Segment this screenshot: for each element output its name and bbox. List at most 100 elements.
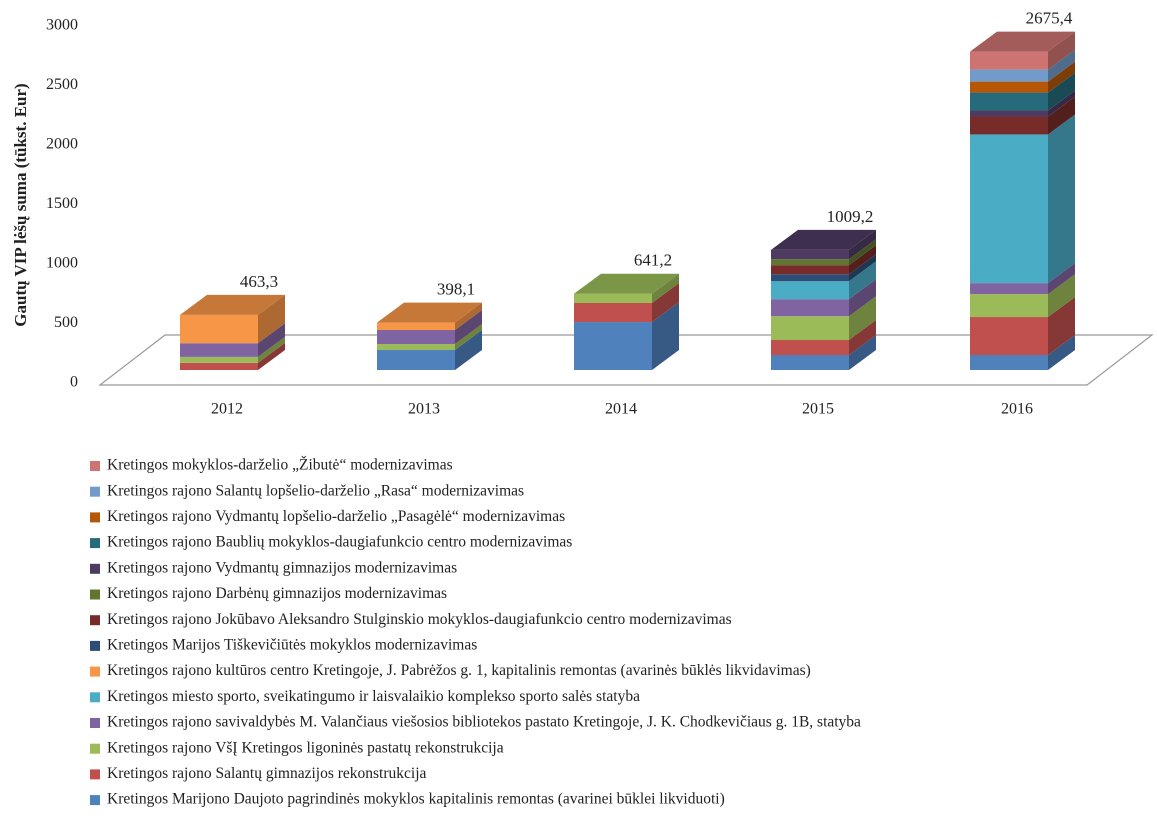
legend-swatch (90, 512, 100, 523)
bar-side (258, 336, 285, 363)
bar-segment (771, 265, 849, 275)
bar-side (1048, 49, 1075, 82)
legend-label: Kretingos rajono Jokūbavo Aleksandro Stu… (107, 611, 732, 628)
legend-label: Kretingos miesto sporto, sveikatingumo i… (107, 688, 640, 705)
bar-segment (970, 294, 1048, 318)
bar-segment (771, 340, 849, 356)
x-tick-label: 2014 (605, 401, 637, 418)
total-label: 2675,4 (1026, 9, 1073, 28)
bar-side (1048, 114, 1075, 284)
bar-side (455, 330, 482, 370)
bar-side (849, 279, 876, 317)
bar-side (258, 342, 285, 370)
x-tick-label: 2012 (211, 401, 243, 418)
bar-side (652, 273, 679, 304)
bar-side (1048, 72, 1075, 111)
legend-label: Kretingos rajono Vydmantų lopšelio-darže… (107, 508, 565, 525)
bar-side (849, 335, 876, 370)
bar-side (1048, 61, 1075, 93)
bar-segment (377, 322, 455, 331)
bar-segment (970, 81, 1048, 93)
bar-side (455, 324, 482, 351)
bar-side (849, 229, 876, 260)
y-tick-label: 3000 (46, 17, 78, 34)
bar-segment (771, 274, 849, 282)
bar-segment (771, 281, 849, 300)
legend-swatch (90, 538, 100, 549)
legend-swatch (90, 461, 100, 471)
legend-swatch (90, 666, 100, 677)
bar-segment (180, 343, 258, 357)
bar-segment (970, 69, 1048, 82)
bar-segment (970, 355, 1048, 370)
bar-segment (771, 299, 849, 317)
legend-swatch (90, 589, 100, 600)
bar-top (771, 229, 876, 250)
bar-segment (574, 293, 652, 304)
y-tick-label: 500 (54, 314, 78, 331)
bar-side (1048, 297, 1075, 356)
bar-side (258, 294, 285, 344)
bar-segment (180, 362, 258, 370)
legend-label: Kretingos rajono Salantų lopšelio-daržel… (107, 482, 524, 499)
bar-side (455, 302, 482, 331)
floor (98, 334, 1154, 386)
legend-label: Kretingos rajono VšĮ Kretingos ligoninės… (107, 739, 504, 756)
bar-side (1048, 96, 1075, 135)
bar-side (849, 320, 876, 356)
bar-side (849, 261, 876, 300)
bar-segment (970, 51, 1048, 70)
bar-side (652, 283, 679, 323)
bar-side (1048, 263, 1075, 295)
bar-top (970, 31, 1075, 52)
bar-segment (970, 92, 1048, 111)
y-tick-label: 0 (70, 374, 78, 391)
legend-label: Kretingos rajono Darbėnų gimnazijos mode… (107, 585, 447, 602)
legend-label: Kretingos Marijos Tiškevičiūtės mokyklos… (107, 636, 477, 653)
bar-segment (970, 283, 1048, 295)
x-tick-label: 2016 (1001, 401, 1033, 418)
bar-segment (970, 134, 1048, 284)
bar-segment (771, 259, 849, 266)
legend-label: Kretingos rajono Vydmantų gimnazijos mod… (107, 559, 457, 576)
total-label: 1009,2 (827, 207, 874, 226)
legend-swatch (90, 692, 100, 703)
bar-segment (180, 356, 258, 363)
legend-label: Kretingos rajono kultūros centro Kreting… (107, 662, 811, 679)
bar-side (1048, 31, 1075, 70)
legend-label: Kretingos mokyklos-darželio „Žibutė“ mod… (107, 457, 453, 474)
bar-side (652, 302, 679, 370)
legend-label: Kretingos Marijono Daujoto pagrindinės m… (107, 791, 725, 808)
total-label: 398,1 (437, 280, 475, 299)
y-tick-label: 2000 (46, 136, 78, 153)
legend-swatch (90, 563, 100, 574)
bar-top (377, 302, 482, 323)
bar-segment (970, 317, 1048, 356)
legend-swatch (90, 486, 100, 497)
total-label: 463,3 (240, 272, 278, 291)
y-tick-label: 2500 (46, 76, 78, 93)
bar-side (1048, 90, 1075, 117)
bar-segment (377, 330, 455, 345)
bar-segment (574, 322, 652, 370)
bar-segment (771, 249, 849, 260)
legend-label: Kretingos rajono Salantų gimnazijos reko… (107, 765, 427, 782)
legend-swatch (90, 769, 100, 780)
bar-side (849, 296, 876, 341)
legend-swatch (90, 718, 100, 728)
bar-side (849, 254, 876, 282)
bar-segment (574, 303, 652, 323)
bar-segment (970, 116, 1048, 135)
legend-swatch (90, 640, 100, 651)
y-tick-label: 1500 (46, 195, 78, 212)
bar-side (849, 239, 876, 266)
y-tick-label: 1000 (46, 255, 78, 272)
x-tick-label: 2013 (408, 401, 440, 418)
legend-swatch (90, 795, 100, 806)
bar-side (258, 323, 285, 357)
bar-side (1048, 335, 1075, 370)
bar-top (574, 273, 679, 294)
bar-segment (180, 314, 258, 344)
bar-segment (377, 344, 455, 351)
